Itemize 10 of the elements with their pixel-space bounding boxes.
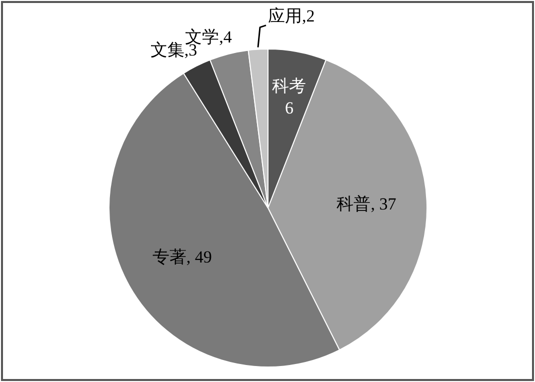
slice-label: 专著 <box>152 247 186 266</box>
data-label: 6 <box>284 98 294 118</box>
data-label: , 37 <box>370 194 397 214</box>
slice-label: 应用 <box>268 6 302 26</box>
data-label: ,2 <box>302 6 315 26</box>
data-label: , 49 <box>186 247 212 266</box>
slice-label: 科考 <box>272 76 306 96</box>
slice-label: 科普 <box>336 194 371 214</box>
data-label: ,4 <box>219 27 232 46</box>
slice-label: 文集 <box>150 40 184 60</box>
